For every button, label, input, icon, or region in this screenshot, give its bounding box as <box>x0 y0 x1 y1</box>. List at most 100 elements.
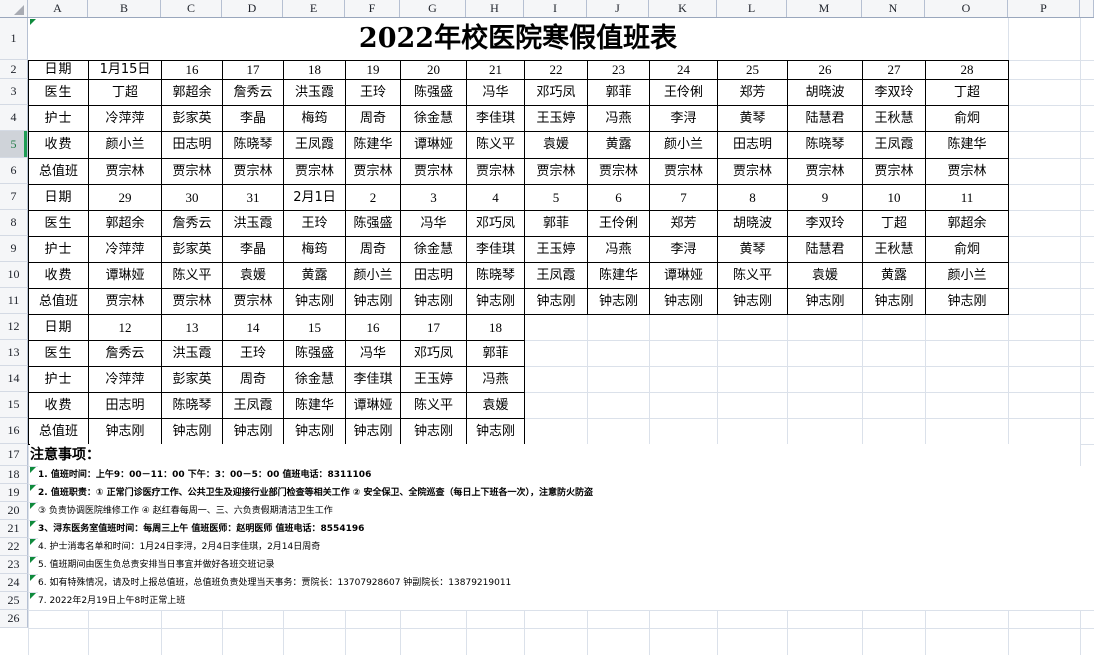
duty-cell[interactable]: 梅筠 <box>283 236 346 263</box>
duty-cell[interactable]: 郑芳 <box>649 210 718 237</box>
duty-cell[interactable]: 18 <box>466 314 525 341</box>
duty-cell[interactable]: 16 <box>345 314 401 341</box>
duty-cell[interactable]: 李双玲 <box>787 210 863 237</box>
duty-cell[interactable]: 钟志刚 <box>400 418 467 445</box>
row-header-12[interactable]: 12 <box>0 314 28 340</box>
duty-cell[interactable]: 31 <box>222 184 284 211</box>
duty-cell[interactable]: 24 <box>649 60 718 80</box>
duty-cell[interactable]: 1月15日 <box>88 60 162 80</box>
row-header-20[interactable]: 20 <box>0 502 28 520</box>
row-header-14[interactable]: 14 <box>0 366 28 392</box>
duty-cell[interactable]: 黄琴 <box>717 105 788 132</box>
duty-cell[interactable]: 25 <box>717 60 788 80</box>
duty-cell[interactable]: 钟志刚 <box>587 288 650 315</box>
duty-cell[interactable]: 李佳琪 <box>466 236 525 263</box>
note-item[interactable]: 1. 值班时间：上午9：00－11：00 下午：3：00－5：00 值班电话：8… <box>38 466 1094 484</box>
duty-cell[interactable]: 18 <box>283 60 346 80</box>
duty-cell[interactable]: 陈晓琴 <box>161 392 223 419</box>
duty-cell[interactable]: 詹秀云 <box>222 79 284 106</box>
duty-cell[interactable]: 陈建华 <box>925 131 1009 159</box>
duty-cell[interactable]: 钟志刚 <box>649 288 718 315</box>
duty-cell[interactable]: 王伶俐 <box>587 210 650 237</box>
comment-indicator[interactable] <box>30 575 36 581</box>
duty-cell[interactable]: 彭家英 <box>161 105 223 132</box>
duty-cell[interactable]: 邓巧凤 <box>400 340 467 367</box>
duty-cell[interactable]: 11 <box>925 184 1009 211</box>
column-header-a[interactable]: A <box>28 0 88 17</box>
duty-cell[interactable]: 冯华 <box>400 210 467 237</box>
duty-cell[interactable]: 洪玉霞 <box>161 340 223 367</box>
duty-cell[interactable]: 袁媛 <box>222 262 284 289</box>
duty-cell[interactable]: 郭菲 <box>524 210 588 237</box>
duty-cell[interactable]: 彭家英 <box>161 236 223 263</box>
duty-cell[interactable]: 钟志刚 <box>283 288 346 315</box>
comment-indicator[interactable] <box>30 19 36 25</box>
duty-cell[interactable]: 26 <box>787 60 863 80</box>
duty-cell[interactable]: 陈建华 <box>283 392 346 419</box>
duty-cell[interactable]: 钟志刚 <box>524 288 588 315</box>
duty-cell[interactable]: 王秋慧 <box>862 105 926 132</box>
duty-cell[interactable]: 4 <box>466 184 525 211</box>
duty-cell[interactable]: 钟志刚 <box>862 288 926 315</box>
duty-cell[interactable]: 贾宗林 <box>161 158 223 185</box>
duty-row-label[interactable]: 收费 <box>28 131 89 159</box>
duty-cell[interactable]: 黄琴 <box>717 236 788 263</box>
duty-cell[interactable]: 钟志刚 <box>466 418 525 445</box>
duty-cell[interactable]: 王玲 <box>345 79 401 106</box>
duty-cell[interactable]: 邓巧凤 <box>524 79 588 106</box>
duty-cell[interactable]: 贾宗林 <box>283 158 346 185</box>
column-header-k[interactable]: K <box>649 0 717 17</box>
column-header-g[interactable]: G <box>400 0 466 17</box>
duty-cell[interactable]: 袁媛 <box>787 262 863 289</box>
duty-cell[interactable]: 谭琳娅 <box>400 131 467 159</box>
column-header-d[interactable]: D <box>222 0 283 17</box>
duty-row-label[interactable]: 总值班 <box>28 288 89 315</box>
duty-cell[interactable]: 陆慧君 <box>787 236 863 263</box>
duty-cell[interactable]: 徐金慧 <box>283 366 346 393</box>
row-header-21[interactable]: 21 <box>0 520 28 538</box>
duty-cell[interactable]: 12 <box>88 314 162 341</box>
duty-cell[interactable]: 王凤霞 <box>862 131 926 159</box>
duty-cell[interactable]: 王凤霞 <box>524 262 588 289</box>
duty-cell[interactable]: 陈强盛 <box>400 79 467 106</box>
duty-cell[interactable]: 颜小兰 <box>649 131 718 159</box>
duty-cell[interactable]: 洪玉霞 <box>283 79 346 106</box>
duty-cell[interactable]: 3 <box>400 184 467 211</box>
duty-cell[interactable]: 王玲 <box>283 210 346 237</box>
duty-cell[interactable]: 贾宗林 <box>524 158 588 185</box>
duty-cell[interactable]: 黄露 <box>587 131 650 159</box>
column-header-p[interactable]: P <box>1008 0 1080 17</box>
duty-cell[interactable]: 贾宗林 <box>787 158 863 185</box>
duty-cell[interactable]: 王秋慧 <box>862 236 926 263</box>
duty-cell[interactable]: 郭超余 <box>925 210 1009 237</box>
row-header-24[interactable]: 24 <box>0 574 28 592</box>
duty-cell[interactable]: 钟志刚 <box>787 288 863 315</box>
duty-cell[interactable]: 5 <box>524 184 588 211</box>
duty-row-label[interactable]: 收费 <box>28 392 89 419</box>
duty-cell[interactable]: 王凤霞 <box>222 392 284 419</box>
comment-indicator[interactable] <box>30 503 36 509</box>
duty-cell[interactable]: 贾宗林 <box>587 158 650 185</box>
duty-cell[interactable]: 钟志刚 <box>345 288 401 315</box>
row-header-15[interactable]: 15 <box>0 392 28 418</box>
duty-cell[interactable]: 28 <box>925 60 1009 80</box>
duty-row-label[interactable]: 收费 <box>28 262 89 289</box>
column-header-f[interactable]: F <box>345 0 400 17</box>
duty-cell[interactable]: 钟志刚 <box>161 418 223 445</box>
row-header-19[interactable]: 19 <box>0 484 28 502</box>
duty-cell[interactable]: 钟志刚 <box>400 288 467 315</box>
duty-cell[interactable]: 陆慧君 <box>787 105 863 132</box>
duty-cell[interactable]: 13 <box>161 314 223 341</box>
column-header-n[interactable]: N <box>862 0 925 17</box>
duty-cell[interactable]: 贾宗林 <box>222 288 284 315</box>
duty-cell[interactable]: 徐金慧 <box>400 236 467 263</box>
duty-cell[interactable]: 谭琳娅 <box>649 262 718 289</box>
row-header-22[interactable]: 22 <box>0 538 28 556</box>
row-header-13[interactable]: 13 <box>0 340 28 366</box>
duty-cell[interactable]: 洪玉霞 <box>222 210 284 237</box>
duty-cell[interactable]: 冯华 <box>345 340 401 367</box>
select-all-corner[interactable] <box>0 0 28 17</box>
duty-cell[interactable]: 丁超 <box>862 210 926 237</box>
duty-cell[interactable]: 贾宗林 <box>649 158 718 185</box>
duty-cell[interactable]: 冯燕 <box>466 366 525 393</box>
